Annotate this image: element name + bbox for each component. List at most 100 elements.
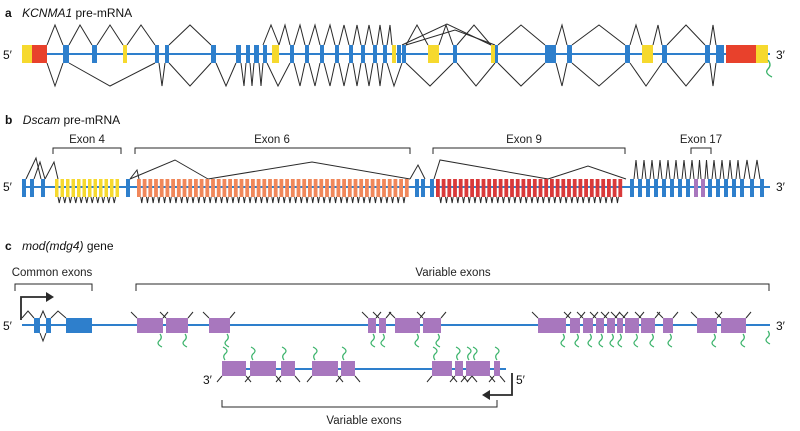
panel-b-constitutive-exon — [22, 179, 26, 197]
panel-b-exon4-variant — [93, 179, 97, 197]
panel-b-splice-junction — [362, 196, 366, 204]
panel-a-splice-lines — [46, 23, 717, 88]
panel-c-antisense-exon — [281, 361, 295, 376]
panel-c-splice-junction — [21, 310, 35, 319]
panel-c-antisense-exon — [455, 361, 463, 376]
panel-c-variable-exon — [596, 318, 604, 333]
panel-c-splice-tick — [618, 311, 626, 319]
panel-a-exon — [165, 45, 169, 63]
panel-b-constitutive-exon — [41, 179, 45, 197]
panel-c-splice-tick — [306, 375, 313, 383]
panel-c-antisense-exon — [472, 361, 490, 376]
panel-b-exon6-variant — [154, 179, 158, 197]
panel-a-exon — [392, 45, 396, 63]
panel-b-exon6-variant — [290, 179, 295, 197]
panel-b-constitutive-exon — [430, 179, 434, 197]
panel-a-exon — [625, 45, 630, 63]
panel-c-splice-tick — [419, 311, 426, 319]
panel-c-splice-tick — [589, 311, 597, 319]
panel-b-constitutive-exon — [415, 179, 419, 197]
panel-b-downstream-exon — [740, 179, 744, 197]
panel-c-splice-tick — [690, 311, 698, 319]
panel-b-exon9-variant — [532, 179, 537, 197]
panel-b-splice-junction — [74, 196, 78, 204]
panel-b-exon9-variant — [618, 179, 623, 197]
panel-b-splice-junction — [681, 159, 687, 180]
panel-a-splice-junction — [352, 62, 362, 87]
top-promoter-arrow — [20, 296, 48, 320]
panel-a-splice-junction — [571, 62, 626, 87]
panel-b-downstream-exon — [716, 179, 720, 197]
panel-b-exon6-variant — [171, 179, 175, 197]
panel-c-splice-tick — [451, 375, 458, 383]
panel-b-exon9-variant — [561, 179, 566, 197]
panel-b-exon6-variant — [205, 179, 210, 197]
panel-a-exon — [567, 45, 572, 63]
panel-b-exon9-variant — [447, 179, 452, 197]
panel-b-exon9-variant — [498, 179, 503, 197]
panel-b-splice-junction — [33, 160, 46, 180]
panel-c-splice-tick — [244, 375, 251, 383]
panel-b-splice-junction — [345, 196, 349, 204]
panel-b-splice-junction — [207, 161, 411, 180]
panel-b-splice-junction — [57, 196, 61, 204]
panel-c-antisense-polya-tail — [472, 346, 478, 361]
panel-b-exon9-variant — [521, 179, 526, 197]
panel-b-exon6-variant — [296, 179, 301, 197]
panel-a-splice-junction — [438, 23, 454, 46]
panel-a-splice-junction — [629, 62, 663, 87]
panel-b-exon9-variant — [538, 179, 543, 197]
panel-b-downstream-exon — [694, 179, 698, 197]
panel-c-splice-tick — [672, 311, 679, 319]
panel-b-splice-junction — [402, 196, 406, 204]
panel-b-exon6-variant — [211, 179, 215, 197]
panel-a-exon — [495, 45, 498, 63]
panel-c-gene-name: mod(mdg4) — [22, 239, 83, 253]
panel-b-group-bracket — [690, 147, 712, 154]
panel-b-exon6-variant — [194, 179, 198, 197]
panel-a-splice-junction — [338, 62, 350, 87]
panel-b-splice-junction — [254, 196, 258, 204]
panel-b-splice-junction — [445, 196, 448, 204]
panel-b-group-brackets — [52, 147, 712, 154]
panel-a-splice-junction — [168, 62, 212, 87]
panel-a-polya-tail — [766, 59, 773, 78]
panel-b-downstream-exon — [732, 179, 736, 197]
panel-a-exon — [263, 45, 267, 63]
panel-b-exon6-variant — [199, 179, 204, 197]
panel-b-exon4-variant — [115, 179, 119, 197]
panel-c-common-exon — [34, 318, 40, 333]
panel-b-exon9-variant — [475, 179, 480, 197]
panel-a-splice-junction — [96, 24, 124, 46]
panel-b-downstream-exon — [654, 179, 658, 197]
panel-a-splice-junction — [386, 24, 393, 46]
panel-a-splice-junction — [405, 62, 454, 87]
panel-a-splice-junction — [376, 24, 384, 46]
panel-c-splice-tick — [388, 311, 396, 319]
panel-b-splice-junction — [704, 159, 709, 180]
panel-c-variable-exon — [395, 318, 420, 333]
exon-6-label: Exon 6 — [254, 134, 290, 146]
panel-b-exon4-variant — [99, 179, 103, 197]
panel-c-polya-tail — [560, 333, 566, 348]
panel-c-variable-exon — [368, 318, 376, 333]
panel-a-splice-junction — [376, 62, 384, 87]
panel-c-polya-tail — [182, 333, 188, 348]
panel-b-downstream-exon — [646, 179, 650, 197]
panel-b-splice-junction — [305, 196, 309, 204]
panel-b-exon6-variant — [262, 179, 267, 197]
panel-a-splice-junction — [168, 24, 212, 46]
panel-b-exon6-variant — [142, 179, 147, 197]
panel-a-exon — [290, 45, 294, 63]
panel-b-exon9-variant — [464, 179, 469, 197]
panel-c-polya-tail — [609, 333, 615, 348]
panel-b-splice-junction — [328, 196, 332, 204]
panel-b-constitutive-exon — [421, 179, 425, 197]
panel-c-splice-tick — [634, 311, 642, 319]
panel-a-splice-junction — [158, 62, 166, 87]
panel-a-exon — [155, 45, 159, 63]
panel-c-splice-tick — [499, 375, 506, 383]
bottom-promoter-arrowhead — [482, 390, 490, 400]
panel-b-exon9-variant — [572, 179, 577, 197]
